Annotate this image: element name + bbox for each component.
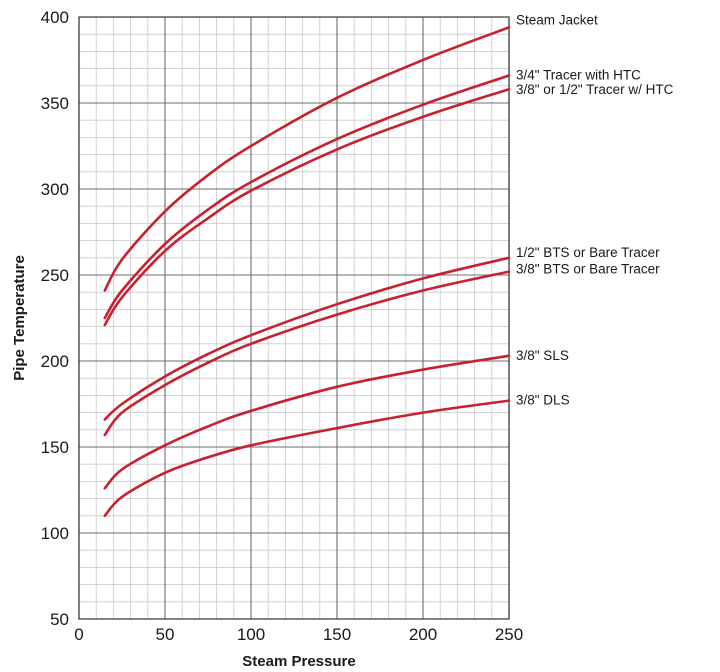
- series-label: 3/4" Tracer with HTC: [516, 67, 641, 82]
- series-lines: [103, 26, 511, 518]
- series-line: [103, 26, 511, 292]
- y-tick-labels: 50 100 150 200 250 300 350 400: [41, 8, 69, 629]
- x-tick-label: 0: [74, 625, 83, 644]
- series-line: [103, 354, 511, 490]
- series-line: [103, 74, 511, 320]
- y-tick-label: 150: [41, 438, 69, 457]
- series-label: 3/8" or 1/2" Tracer w/ HTC: [516, 82, 674, 97]
- x-tick-label: 150: [323, 625, 351, 644]
- x-tick-labels: 0 50 100 150 200 250: [74, 625, 523, 644]
- y-axis-title: Pipe Temperature: [11, 255, 28, 381]
- series-label: 1/2" BTS or Bare Tracer: [516, 245, 660, 260]
- x-tick-label: 250: [495, 625, 523, 644]
- series-line: [103, 270, 511, 437]
- y-tick-label: 250: [41, 266, 69, 285]
- x-tick-label: 100: [237, 625, 265, 644]
- x-tick-label: 200: [409, 625, 437, 644]
- y-tick-label: 200: [41, 352, 69, 371]
- series-line: [103, 87, 511, 327]
- series-line: [103, 399, 511, 518]
- y-tick-label: 350: [41, 94, 69, 113]
- series-label: 3/8" DLS: [516, 393, 570, 408]
- x-axis-title: Steam Pressure: [242, 653, 355, 670]
- y-tick-label: 50: [50, 610, 69, 629]
- y-tick-label: 300: [41, 180, 69, 199]
- series-label: 3/8" BTS or Bare Tracer: [516, 262, 660, 277]
- series-line: [103, 256, 511, 421]
- y-tick-label: 100: [41, 524, 69, 543]
- y-tick-label: 400: [41, 8, 69, 27]
- series-label: Steam Jacket: [516, 12, 598, 27]
- x-tick-label: 50: [156, 625, 175, 644]
- series-label: 3/8" SLS: [516, 348, 569, 363]
- plot-frame: [78, 16, 510, 620]
